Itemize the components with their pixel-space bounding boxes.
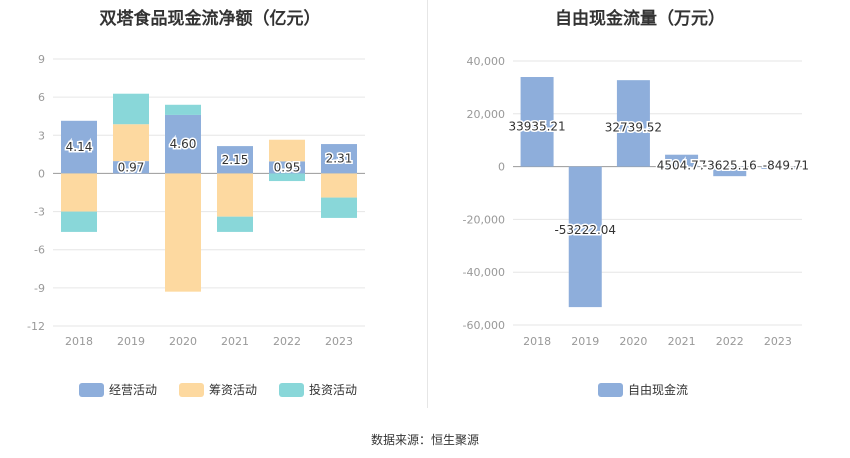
data-label: 33935.21 — [508, 119, 565, 133]
legend-swatch-financing — [179, 382, 205, 397]
bar-fcf — [665, 154, 699, 167]
x-tick-label: 2021 — [668, 335, 696, 348]
legend-item-operating[interactable]: 经营活动 — [79, 381, 157, 398]
x-tick-label: 2020 — [169, 335, 197, 348]
bar-operating — [113, 161, 149, 174]
bar-operating — [165, 114, 201, 174]
bar-fcf — [520, 77, 554, 167]
bar-financing — [165, 173, 201, 292]
bar-financing — [269, 139, 305, 162]
y-tick-label: -12 — [27, 320, 45, 333]
bar-fcf — [761, 166, 795, 169]
bar-operating — [61, 120, 97, 174]
data-label: 2.15 — [222, 153, 249, 167]
legend-item-investing[interactable]: 投资活动 — [279, 381, 357, 398]
data-source-note: 数据来源：恒生聚源 — [370, 433, 479, 447]
legend-label-operating: 经营活动 — [109, 383, 158, 397]
bar-investing — [165, 104, 201, 115]
data-label: 4.60 — [170, 137, 197, 151]
x-tick-label: 2022 — [716, 335, 744, 348]
y-tick-label: 3 — [38, 129, 45, 142]
data-label: 32739.52 — [605, 121, 662, 135]
legend-swatch-operating — [79, 382, 104, 397]
bar-operating — [217, 146, 253, 174]
legend-swatch-investing — [279, 382, 305, 397]
y-tick-label: -20,000 — [463, 213, 505, 226]
bar-fcf — [616, 80, 650, 167]
right-chart-title: 自由现金流量（万元） — [555, 9, 725, 29]
y-tick-label: 40,000 — [467, 55, 506, 68]
cashflow-net-chart: 9 6 3 0 -3 -6 -9 -12 2018 4.14 2019 0.97 2020 4.60 202… — [27, 53, 365, 348]
bar-investing — [217, 216, 253, 232]
bar-operating — [321, 144, 357, 174]
y-tick-label: 9 — [38, 53, 45, 66]
bar-financing — [217, 173, 253, 217]
x-tick-label: 2020 — [619, 335, 647, 348]
left-legend: 经营活动 筹资活动 投资活动 — [79, 381, 379, 398]
y-tick-label: 0 — [38, 167, 45, 180]
x-tick-label: 2021 — [221, 335, 249, 348]
data-label: 0.97 — [118, 160, 145, 174]
bar-financing — [113, 124, 149, 162]
x-tick-label: 2022 — [273, 335, 301, 348]
legend-item-financing[interactable]: 筹资活动 — [179, 381, 257, 398]
data-label: -3625.16 — [703, 159, 757, 173]
bar-operating — [269, 161, 305, 174]
legend-swatch-fcf — [598, 382, 623, 397]
right-legend: 自由现金流 — [598, 381, 710, 398]
y-tick-label: 0 — [498, 161, 505, 174]
bar-financing — [321, 173, 357, 198]
bar-investing — [269, 173, 305, 182]
data-label: 4504.77 — [657, 159, 707, 173]
x-tick-label: 2023 — [325, 335, 353, 348]
left-chart-title: 双塔食品现金流净额（亿元） — [99, 9, 321, 29]
data-label: -53222.04 — [554, 223, 616, 237]
y-tick-label: -3 — [34, 206, 45, 219]
legend-item-fcf[interactable]: 自由现金流 — [598, 381, 688, 398]
legend-label-investing: 投资活动 — [309, 383, 358, 397]
data-label: -849.71 — [763, 159, 809, 173]
bar-investing — [113, 93, 149, 125]
y-tick-label: 6 — [38, 91, 45, 104]
y-tick-label: -9 — [34, 282, 45, 295]
bar-investing — [61, 211, 97, 232]
y-tick-label: -40,000 — [463, 266, 505, 279]
y-tick-label: -60,000 — [463, 319, 505, 332]
chart-divider — [427, 0, 428, 408]
bar-investing — [321, 197, 357, 218]
bar-financing — [61, 173, 97, 212]
data-label: 4.14 — [66, 140, 93, 154]
x-tick-label: 2023 — [764, 335, 792, 348]
x-tick-label: 2019 — [571, 335, 599, 348]
bar-fcf — [568, 166, 602, 308]
data-label: 0.95 — [274, 160, 301, 174]
data-label: 2.31 — [326, 152, 353, 166]
x-tick-label: 2018 — [65, 335, 93, 348]
y-tick-label: -6 — [34, 244, 45, 257]
legend-label-financing: 筹资活动 — [209, 383, 258, 397]
y-tick-label: 20,000 — [467, 108, 506, 121]
free-cashflow-chart: 40,000 20,000 0 -20,000 -40,000 -60,000 2018 33… — [463, 55, 811, 348]
legend-label-fcf: 自由现金流 — [628, 383, 689, 397]
bar-fcf — [713, 166, 747, 177]
x-tick-label: 2018 — [523, 335, 551, 348]
x-tick-label: 2019 — [117, 335, 145, 348]
